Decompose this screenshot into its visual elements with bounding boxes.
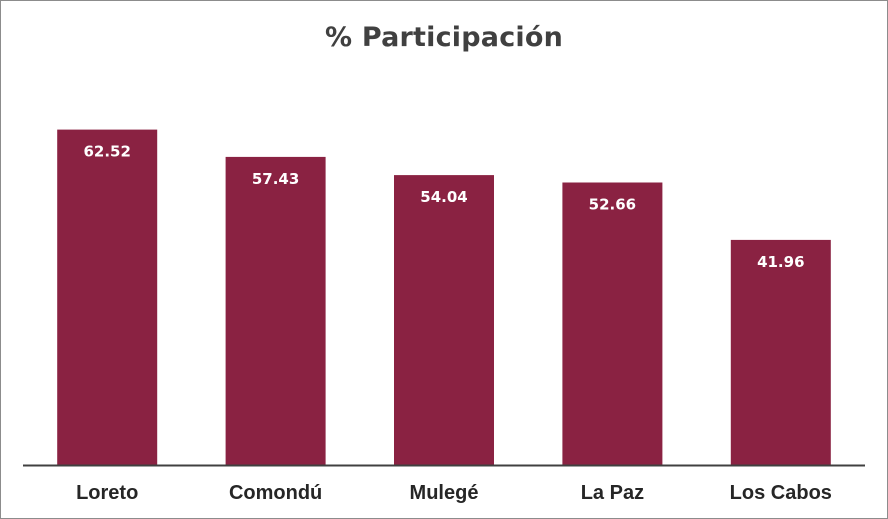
category-labels-group: Loreto Comondú Mulegé La Paz Los Cabos <box>76 482 832 504</box>
category-label: Los Cabos <box>730 482 832 504</box>
chart-title: % Participación <box>324 22 564 53</box>
data-label: 62.52 <box>83 143 130 161</box>
category-label: Loreto <box>76 482 138 504</box>
category-label: Comondú <box>229 482 322 504</box>
bar-comondú <box>225 156 326 465</box>
data-label: 52.66 <box>589 196 636 214</box>
bar-mulegé <box>394 175 494 465</box>
category-label: La Paz <box>581 482 644 504</box>
data-label: 41.96 <box>757 253 804 271</box>
bar-loreto <box>57 129 158 465</box>
bar-la-paz <box>562 182 663 465</box>
data-label: 54.04 <box>420 188 467 206</box>
bars-group <box>57 129 831 465</box>
category-label: Mulegé <box>410 482 479 504</box>
data-label: 57.43 <box>252 170 299 188</box>
data-labels-group: 62.52 57.43 54.04 52.66 41.96 <box>83 143 804 271</box>
bar-los-cabos <box>730 239 831 465</box>
